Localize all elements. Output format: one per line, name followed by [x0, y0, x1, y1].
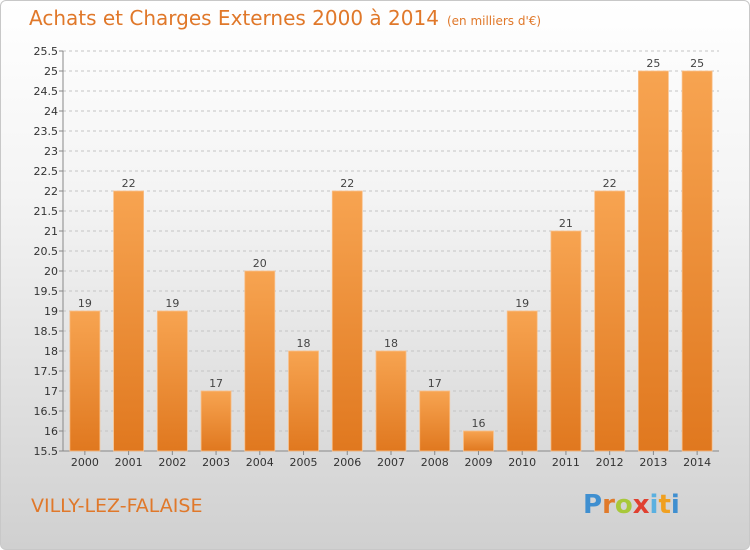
location-label: VILLY-LEZ-FALAISE: [31, 495, 203, 517]
x-tick-label: 2001: [115, 456, 143, 469]
y-tick-label: 24.5: [34, 85, 59, 98]
bar: [69, 310, 101, 452]
proxiti-logo: Proxiti: [583, 490, 680, 520]
bar-value-label: 21: [559, 217, 573, 230]
bar: [288, 350, 319, 452]
bar-value-label: 16: [471, 417, 485, 430]
x-tick-label: 2012: [596, 456, 624, 469]
y-tick-label: 17.5: [34, 365, 59, 378]
bar: [200, 390, 232, 452]
x-tick-label: 2011: [552, 456, 580, 469]
x-tick-label: 2000: [71, 456, 99, 469]
y-tick-label: 17: [44, 385, 58, 398]
x-tick-label: 2009: [464, 456, 492, 469]
x-tick-label: 2010: [508, 456, 536, 469]
bar-value-label: 19: [78, 297, 92, 310]
bar-value-label: 25: [690, 57, 704, 70]
bar: [419, 390, 451, 452]
bar-value-label: 19: [515, 297, 529, 310]
bar-value-label: 20: [253, 257, 267, 270]
bar: [156, 310, 188, 452]
bar-value-label: 18: [297, 337, 311, 350]
x-tick-label: 2005: [290, 456, 318, 469]
y-tick-label: 25: [44, 65, 58, 78]
bar-value-label: 22: [122, 177, 136, 190]
y-tick-label: 24: [44, 105, 58, 118]
bar-value-label: 17: [209, 377, 223, 390]
x-tick-label: 2006: [333, 456, 361, 469]
x-tick-label: 2003: [202, 456, 230, 469]
bar: [244, 270, 276, 452]
bar: [375, 350, 407, 452]
x-tick-label: 2002: [158, 456, 186, 469]
chart-unit: (en milliers d'€): [446, 14, 542, 28]
y-tick-label: 19.5: [34, 285, 59, 298]
y-tick-label: 15.5: [34, 445, 59, 458]
bar: [506, 310, 538, 452]
y-tick-label: 20: [44, 265, 58, 278]
bar: [550, 230, 582, 452]
bar: [594, 190, 626, 452]
x-tick-label: 2007: [377, 456, 405, 469]
y-tick-label: 20.5: [34, 245, 59, 258]
bar: [113, 190, 144, 452]
y-tick-label: 22.5: [34, 165, 59, 178]
y-tick-label: 25.5: [34, 45, 59, 58]
x-tick-label: 2008: [421, 456, 449, 469]
y-tick-label: 18.5: [34, 325, 59, 338]
y-tick-label: 22: [44, 185, 58, 198]
x-tick-label: 2013: [639, 456, 667, 469]
bar-value-label: 22: [340, 177, 354, 190]
bar: [331, 190, 363, 452]
x-tick-label: 2014: [683, 456, 711, 469]
y-tick-label: 21.5: [34, 205, 59, 218]
bar-value-label: 22: [603, 177, 617, 190]
bar-value-label: 18: [384, 337, 398, 350]
y-tick-label: 16: [44, 425, 58, 438]
y-tick-label: 21: [44, 225, 58, 238]
chart-title-text: Achats et Charges Externes 2000 à 2014: [29, 6, 439, 30]
bar: [681, 70, 713, 452]
bar: [638, 70, 669, 452]
bar-value-label: 17: [428, 377, 442, 390]
x-tick-label: 2004: [246, 456, 274, 469]
y-tick-label: 19: [44, 305, 58, 318]
y-tick-label: 23: [44, 145, 58, 158]
bar-value-label: 19: [165, 297, 179, 310]
y-tick-label: 18: [44, 345, 58, 358]
bar-value-label: 25: [646, 57, 660, 70]
bar: [463, 430, 494, 452]
y-tick-label: 16.5: [34, 405, 59, 418]
chart-title: Achats et Charges Externes 2000 à 2014 (e…: [29, 6, 541, 30]
y-tick-label: 23.5: [34, 125, 59, 138]
